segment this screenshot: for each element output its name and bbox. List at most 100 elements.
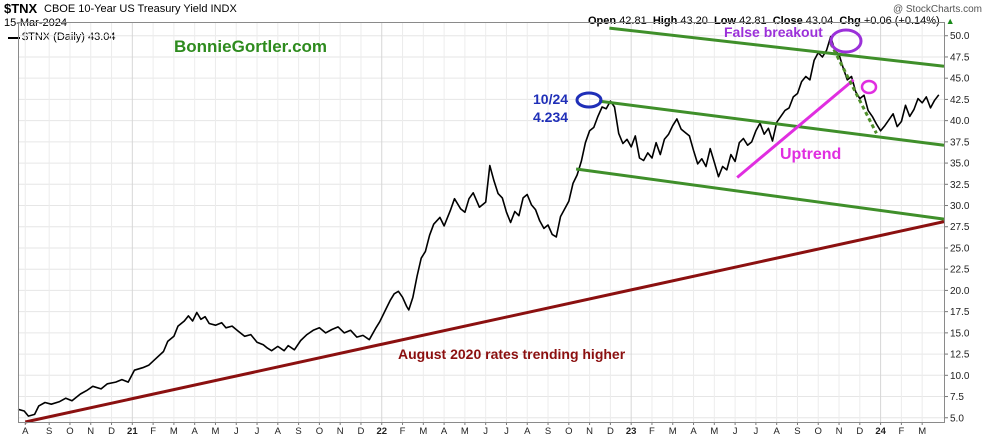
close-label: Close [772,15,803,27]
y-tick-label: 35.0 [950,159,970,170]
up-arrow-icon: ▲ [945,16,955,26]
y-tick-label: 50.0 [950,31,970,42]
plot-frame [18,22,945,423]
peak-circle-marker [575,91,603,109]
august-trend-label: August 2020 rates trending higher [398,346,626,362]
x-tick-label: M [918,426,926,437]
x-tick-label: F [649,426,655,437]
y-axis: 5.0 7.5 10.0 12.5 15.0 17.5 20.0 22.5 25.0 27.5 30… [944,31,970,424]
x-tick-label: N [337,426,344,437]
x-tick-label: S [46,426,52,437]
trendline-long-term-trend [24,220,945,424]
y-tick-label: 27.5 [950,222,970,233]
low-value: 42.81 [739,15,767,27]
x-tick-label: 23 [626,426,637,437]
y-tick-label: 15.0 [950,328,970,339]
x-tick-label: S [295,426,301,437]
chg-label: Chg [839,15,861,27]
stockcharts-credit: @ StockCharts.com [892,4,982,15]
series-layer [17,35,940,417]
x-tick-label: J [733,426,738,437]
uptrend-label: Uptrend [780,146,841,163]
false-breakout-label: False breakout [724,24,823,40]
y-tick-label: 12.5 [950,350,970,361]
x-tick-label: F [898,426,904,437]
high-value: 43.20 [680,15,708,27]
peak-date-label: 10/24 [533,91,568,107]
chart-description: CBOE 10-Year US Treasury Yield INDX [44,3,237,15]
x-tick-label: A [690,426,697,437]
grid [18,23,944,422]
x-tick-label: M [170,426,178,437]
x-tick-label: M [669,426,677,437]
x-tick-label: A [774,426,781,437]
site-label: BonnieGortler.com [174,37,327,56]
trendline-breakdown [829,42,878,135]
x-tick-label: J [483,426,488,437]
trendline-lower-channel [575,167,945,221]
x-tick-label: A [22,426,29,437]
x-tick-label: N [586,426,593,437]
y-tick-label: 7.5 [950,392,964,403]
x-tick-label: D [856,426,863,437]
y-tick-label: 10.0 [950,371,970,382]
low-label: Low [714,15,737,27]
close-value: 43.04 [805,15,834,27]
peak-value-label: 4.234 [533,109,568,125]
ohlc-readout: Open 42.81 High 43.20 Low 42.81 Close 43… [588,15,955,27]
legend-line-swatch [8,37,20,39]
x-tick-label: M [419,426,427,437]
x-tick-label: J [504,426,509,437]
x-axis: A S O N D 21 F M A M J J A S O N D 22 F M A M J J A S O N D 23 F M A M J J A… [22,422,926,437]
high-label: High [652,15,678,27]
trendline-upper-channel-top [609,26,945,68]
x-tick-label: M [212,426,220,437]
y-tick-label: 47.5 [950,52,970,63]
x-tick-label: D [358,426,365,437]
legend-entry: $TNX (Daily) 43.04 [22,31,116,43]
y-tick-label: 40.0 [950,116,970,127]
x-tick-label: F [400,426,406,437]
y-tick-label: 22.5 [950,265,970,276]
x-tick-label: J [255,426,260,437]
x-tick-label: A [441,426,448,437]
x-tick-label: N [836,426,843,437]
x-tick-label: O [815,426,822,437]
y-tick-label: 45.0 [950,74,970,85]
y-tick-label: 17.5 [950,307,970,318]
x-tick-label: D [607,426,614,437]
price-line [17,35,940,417]
x-tick-label: S [545,426,551,437]
trendline-layer [24,26,945,424]
x-tick-label: J [754,426,759,437]
x-tick-label: 21 [127,426,138,437]
y-tick-label: 5.0 [950,413,964,424]
y-tick-label: 25.0 [950,243,970,254]
y-tick-label: 32.5 [950,180,970,191]
x-tick-label: D [108,426,115,437]
y-tick-label: 37.5 [950,137,970,148]
x-tick-label: J [234,426,239,437]
chg-value: +0.06 (+0.14%) [863,15,940,27]
x-tick-label: S [794,426,800,437]
y-tick-label: 42.5 [950,95,970,106]
x-tick-label: A [192,426,199,437]
x-tick-label: O [316,426,323,437]
breakdown-circle-marker [860,79,878,95]
ticker-symbol: $TNX [4,1,38,16]
open-value: 42.81 [619,15,647,27]
x-tick-label: O [565,426,572,437]
y-tick-label: 30.0 [950,201,970,212]
marker-layer [575,28,878,109]
trendline-uptrend [736,78,855,179]
x-tick-label: A [275,426,282,437]
x-tick-label: 22 [376,426,387,437]
x-tick-label: F [150,426,156,437]
x-tick-label: M [710,426,718,437]
x-tick-label: A [524,426,531,437]
y-tick-label: 20.0 [950,286,970,297]
x-tick-label: 24 [875,426,886,437]
x-tick-label: M [461,426,469,437]
x-tick-label: O [66,426,73,437]
